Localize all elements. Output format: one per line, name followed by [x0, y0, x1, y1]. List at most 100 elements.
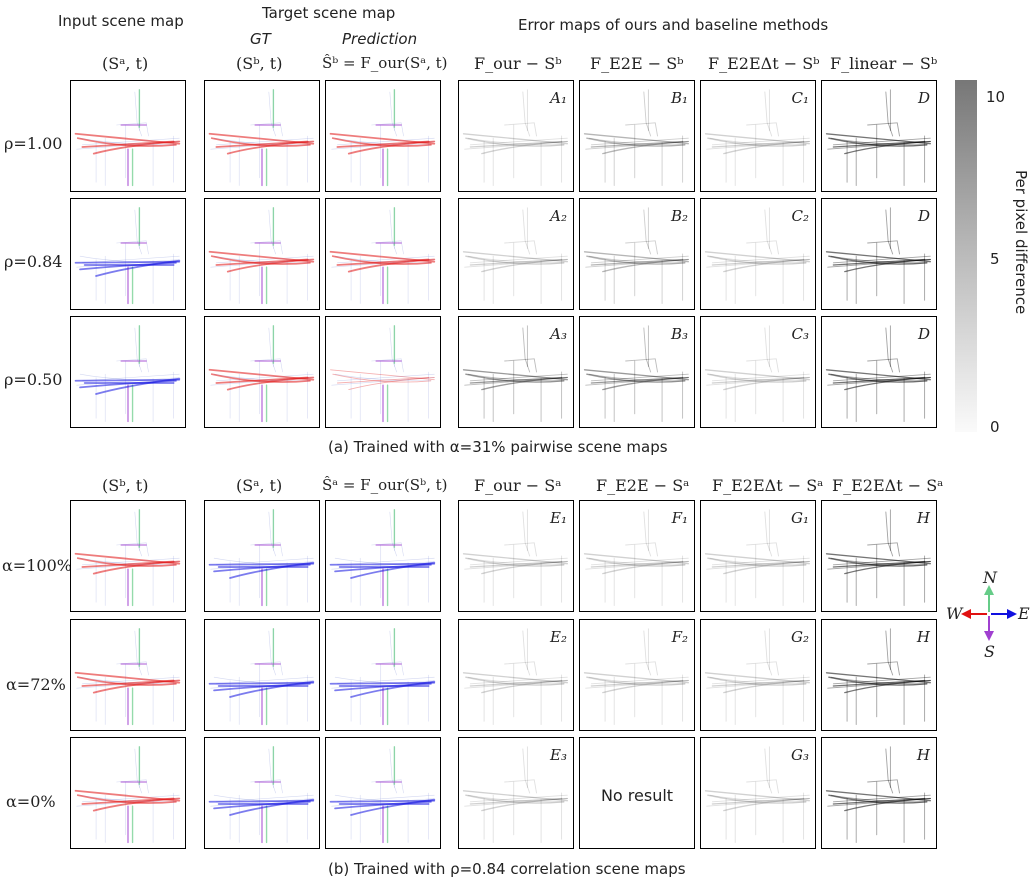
b-col-7: F_E2EΔt − Sᵃ	[832, 476, 944, 495]
a-col-1: (Sᵃ, t)	[102, 54, 149, 73]
panel-tag: D	[917, 207, 930, 225]
colorbar-tick-0: 0	[990, 418, 1000, 436]
b-col-4: F_our − Sᵃ	[474, 476, 562, 495]
a-panel-r1-c5: B₁	[579, 80, 695, 192]
b-panel-r2-c7: H	[821, 619, 937, 731]
panel-tag: E₃	[550, 746, 567, 764]
panel-tag: B₃	[670, 325, 688, 343]
b-panel-r1-c7: H	[821, 500, 937, 612]
panel-tag: B₁	[670, 89, 688, 107]
target-scene-map-header: Target scene map	[262, 4, 396, 22]
panel-tag: H	[916, 509, 930, 527]
b-panel-r3-c5: No result	[579, 737, 695, 849]
b-panel-r1-c6: G₁	[700, 500, 816, 612]
b-panel-r3-c6: G₃	[700, 737, 816, 849]
a-panel-r1-c2	[204, 80, 320, 192]
a-panel-r2-c2	[204, 198, 320, 310]
a-panel-r1-c4: A₁	[458, 80, 574, 192]
colorbar-tick-10: 10	[986, 88, 1006, 106]
b-panel-r3-c4: E₃	[458, 737, 574, 849]
a-panel-r2-c3	[325, 198, 441, 310]
a-panel-r1-c1	[70, 80, 186, 192]
b-panel-r2-c1	[70, 619, 186, 731]
a-col-7: F_linear − Sᵇ	[830, 54, 938, 73]
panel-tag: C₂	[791, 207, 810, 225]
panel-tag: A₂	[550, 207, 567, 225]
panel-tag: A₃	[550, 325, 567, 343]
a-row-label-2: ρ=0.84	[4, 252, 63, 271]
a-panel-r2-c5: B₂	[579, 198, 695, 310]
panel-tag: H	[916, 628, 930, 646]
panel-tag: F₂	[671, 628, 688, 646]
compass-icon	[961, 585, 1017, 641]
compass-w: W	[946, 604, 963, 623]
panel-tag: F₁	[671, 509, 688, 527]
no-result-text: No result	[600, 786, 674, 805]
a-panel-r3-c7: D	[821, 316, 937, 428]
a-col-2: (Sᵇ, t)	[236, 54, 283, 73]
panel-tag: D	[917, 325, 930, 343]
b-panel-r3-c2	[204, 737, 320, 849]
b-panel-r2-c5: F₂	[579, 619, 695, 731]
panel-tag: G₁	[791, 509, 809, 527]
a-panel-r2-c7: D	[821, 198, 937, 310]
panel-tag: C₃	[791, 325, 810, 343]
section-a-caption: (a) Trained with α=31% pairwise scene ma…	[328, 438, 668, 456]
b-row-label-1: α=100%	[2, 556, 72, 575]
b-panel-r2-c6: G₂	[700, 619, 816, 731]
a-panel-r1-c7: D	[821, 80, 937, 192]
panel-tag: C₁	[791, 89, 810, 107]
a-panel-r3-c3	[325, 316, 441, 428]
b-panel-r1-c2	[204, 500, 320, 612]
panel-tag: E₁	[550, 509, 567, 527]
b-row-label-2: α=72%	[6, 675, 66, 694]
b-col-3: Ŝᵃ = F_our(Sᵇ, t)	[322, 476, 448, 494]
panel-tag: D	[917, 89, 930, 107]
panel-tag: G₂	[791, 628, 809, 646]
compass-n: N	[983, 568, 997, 587]
b-panel-r2-c2	[204, 619, 320, 731]
panel-tag: B₂	[670, 207, 688, 225]
colorbar	[955, 80, 977, 432]
a-panel-r1-c3	[325, 80, 441, 192]
a-row-label-1: ρ=1.00	[4, 134, 63, 153]
b-panel-r3-c1	[70, 737, 186, 849]
a-panel-r2-c6: C₂	[700, 198, 816, 310]
a-row-label-3: ρ=0.50	[4, 370, 63, 389]
b-row-label-3: α=0%	[6, 792, 56, 811]
colorbar-label: Per pixel difference	[1012, 170, 1030, 315]
b-col-2: (Sᵃ, t)	[236, 476, 283, 495]
section-b-caption: (b) Trained with ρ=0.84 correlation scen…	[328, 860, 686, 878]
a-panel-r3-c1	[70, 316, 186, 428]
compass-e: E	[1018, 604, 1030, 623]
b-panel-r2-c4: E₂	[458, 619, 574, 731]
compass-s: S	[984, 642, 995, 661]
error-maps-header: Error maps of ours and baseline methods	[518, 16, 829, 34]
b-panel-r1-c1	[70, 500, 186, 612]
b-panel-r2-c3	[325, 619, 441, 731]
prediction-header: Prediction	[342, 30, 418, 48]
panel-tag: A₁	[550, 89, 567, 107]
a-panel-r3-c4: A₃	[458, 316, 574, 428]
panel-tag: E₂	[550, 628, 567, 646]
a-panel-r3-c5: B₃	[579, 316, 695, 428]
a-col-3: Ŝᵇ = F_our(Sᵃ, t)	[322, 54, 448, 72]
input-scene-map-header: Input scene map	[58, 12, 184, 30]
b-col-1: (Sᵇ, t)	[102, 476, 149, 495]
panel-tag: G₃	[791, 746, 809, 764]
a-col-5: F_E2E − Sᵇ	[590, 54, 684, 73]
b-panel-r1-c5: F₁	[579, 500, 695, 612]
a-panel-r3-c2	[204, 316, 320, 428]
gt-header: GT	[250, 30, 271, 48]
a-col-6: F_E2EΔt − Sᵇ	[708, 54, 820, 73]
a-panel-r2-c1	[70, 198, 186, 310]
panel-tag: H	[916, 746, 930, 764]
a-panel-r2-c4: A₂	[458, 198, 574, 310]
colorbar-tick-5: 5	[990, 250, 1000, 268]
a-panel-r1-c6: C₁	[700, 80, 816, 192]
b-panel-r3-c7: H	[821, 737, 937, 849]
b-col-6: F_E2EΔt − Sᵃ	[712, 476, 824, 495]
b-panel-r1-c3	[325, 500, 441, 612]
b-panel-r1-c4: E₁	[458, 500, 574, 612]
a-col-4: F_our − Sᵇ	[474, 54, 562, 73]
